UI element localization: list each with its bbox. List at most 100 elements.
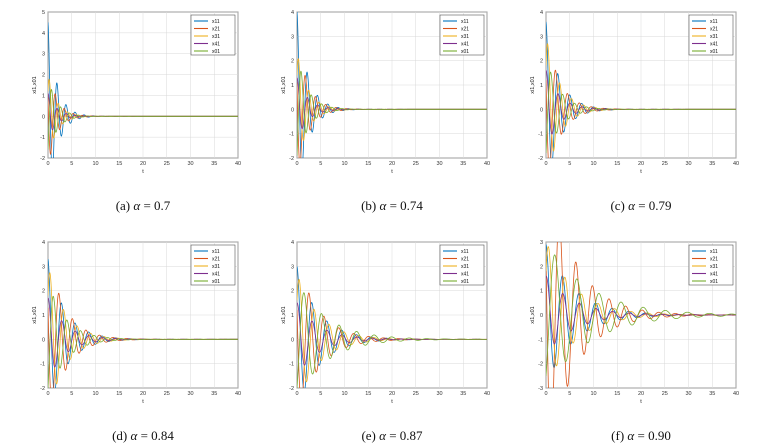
x-tick-label: 20 <box>638 391 644 397</box>
legend-label-x41: x41 <box>710 41 718 47</box>
legend-label-x01: x01 <box>212 279 220 285</box>
x-tick-label: 40 <box>235 391 241 397</box>
x-tick-label: 15 <box>365 161 371 167</box>
x-tick-label: 25 <box>662 161 668 167</box>
y-tick-label: -1 <box>40 135 45 141</box>
legend-label-x11: x11 <box>461 249 469 255</box>
x-tick-label: 25 <box>164 391 170 397</box>
legend-label-x21: x21 <box>710 26 718 32</box>
y-axis-label: xi1,x01 <box>281 76 287 93</box>
x-axis-label: t <box>640 399 642 405</box>
x-tick-label: 20 <box>638 161 644 167</box>
y-axis-label: xi1,x01 <box>530 306 536 323</box>
x-tick-label: 5 <box>568 391 571 397</box>
legend-label-x21: x21 <box>212 26 220 32</box>
legend-label-x11: x11 <box>461 19 469 25</box>
y-tick-label: 0 <box>291 337 294 343</box>
x-tick-label: 30 <box>685 161 691 167</box>
y-tick-label: 2 <box>42 289 45 295</box>
legend-label-x11: x11 <box>710 249 718 255</box>
y-axis-label: xi1,x01 <box>281 306 287 323</box>
x-tick-label: 15 <box>614 161 620 167</box>
y-tick-label: 0 <box>42 337 45 343</box>
y-tick-label: 4 <box>42 240 45 246</box>
x-tick-label: 15 <box>116 161 122 167</box>
x-tick-label: 5 <box>319 391 322 397</box>
panel-caption: (c) α = 0.79 <box>541 198 741 214</box>
x-tick-label: 5 <box>319 161 322 167</box>
x-tick-label: 40 <box>235 161 241 167</box>
caption-value: = 0.74 <box>386 198 423 213</box>
y-tick-label: 0 <box>540 313 543 319</box>
x-tick-label: 10 <box>590 161 596 167</box>
x-tick-label: 15 <box>116 391 122 397</box>
y-tick-label: 2 <box>291 289 294 295</box>
y-tick-label: 0 <box>540 107 543 113</box>
caption-symbol: α <box>133 198 141 213</box>
y-tick-label: 3 <box>540 34 543 40</box>
y-tick-label: 4 <box>291 240 294 246</box>
legend-label-x01: x01 <box>710 279 718 285</box>
x-tick-label: 10 <box>341 161 347 167</box>
caption-symbol: α <box>628 198 635 213</box>
legend-label-x41: x41 <box>461 41 469 47</box>
panel-caption: (b) α = 0.74 <box>292 198 492 214</box>
x-tick-label: 35 <box>211 391 217 397</box>
legend-label-x01: x01 <box>461 49 469 55</box>
x-tick-label: 0 <box>295 391 298 397</box>
series-line-x01 <box>48 88 238 150</box>
x-tick-label: 20 <box>389 391 395 397</box>
y-tick-label: 2 <box>540 264 543 270</box>
caption-value: = 0.87 <box>385 428 423 443</box>
x-tick-label: 0 <box>544 391 547 397</box>
legend-label-x21: x21 <box>710 256 718 262</box>
y-tick-label: 1 <box>42 93 45 99</box>
x-tick-label: 15 <box>365 391 371 397</box>
x-tick-label: 25 <box>662 391 668 397</box>
x-axis-label: t <box>640 169 642 175</box>
legend-label-x21: x21 <box>461 26 469 32</box>
x-axis-label: t <box>142 169 144 175</box>
caption-tag: (f) <box>611 428 628 443</box>
x-tick-label: 0 <box>295 161 298 167</box>
legend-label-x41: x41 <box>212 271 220 277</box>
x-axis-label: t <box>391 399 393 405</box>
y-tick-label: -3 <box>538 386 543 392</box>
y-tick-label: 5 <box>42 10 45 16</box>
x-tick-label: 30 <box>436 161 442 167</box>
caption-tag: (e) <box>361 428 380 443</box>
x-tick-label: 10 <box>341 391 347 397</box>
y-tick-label: -2 <box>40 386 45 392</box>
x-tick-label: 5 <box>70 391 73 397</box>
x-tick-label: 35 <box>460 391 466 397</box>
y-tick-label: 4 <box>540 10 543 16</box>
caption-tag: (d) <box>112 428 131 443</box>
x-tick-label: 40 <box>484 391 490 397</box>
y-tick-label: 1 <box>42 313 45 319</box>
y-tick-label: -1 <box>40 362 45 368</box>
y-tick-label: -1 <box>538 337 543 343</box>
y-tick-label: 4 <box>291 10 294 16</box>
legend-label-x11: x11 <box>212 249 220 255</box>
x-tick-label: 0 <box>46 161 49 167</box>
legend-label-x31: x31 <box>710 264 718 270</box>
y-tick-label: 1 <box>291 83 294 89</box>
legend-box <box>190 244 236 286</box>
y-tick-label: 2 <box>291 59 294 65</box>
x-tick-label: 10 <box>92 161 98 167</box>
legend-label-x31: x31 <box>461 34 469 40</box>
caption-value: = 0.7 <box>140 198 171 213</box>
legend-box <box>688 244 734 286</box>
x-tick-label: 35 <box>709 161 715 167</box>
x-tick-label: 15 <box>614 391 620 397</box>
series-line-x01 <box>297 292 487 388</box>
y-tick-label: -2 <box>40 156 45 162</box>
y-axis-label: xi1,x01 <box>32 76 38 93</box>
legend-box <box>439 244 485 286</box>
legend-label-x01: x01 <box>212 49 220 55</box>
series-line-x01 <box>297 70 487 156</box>
